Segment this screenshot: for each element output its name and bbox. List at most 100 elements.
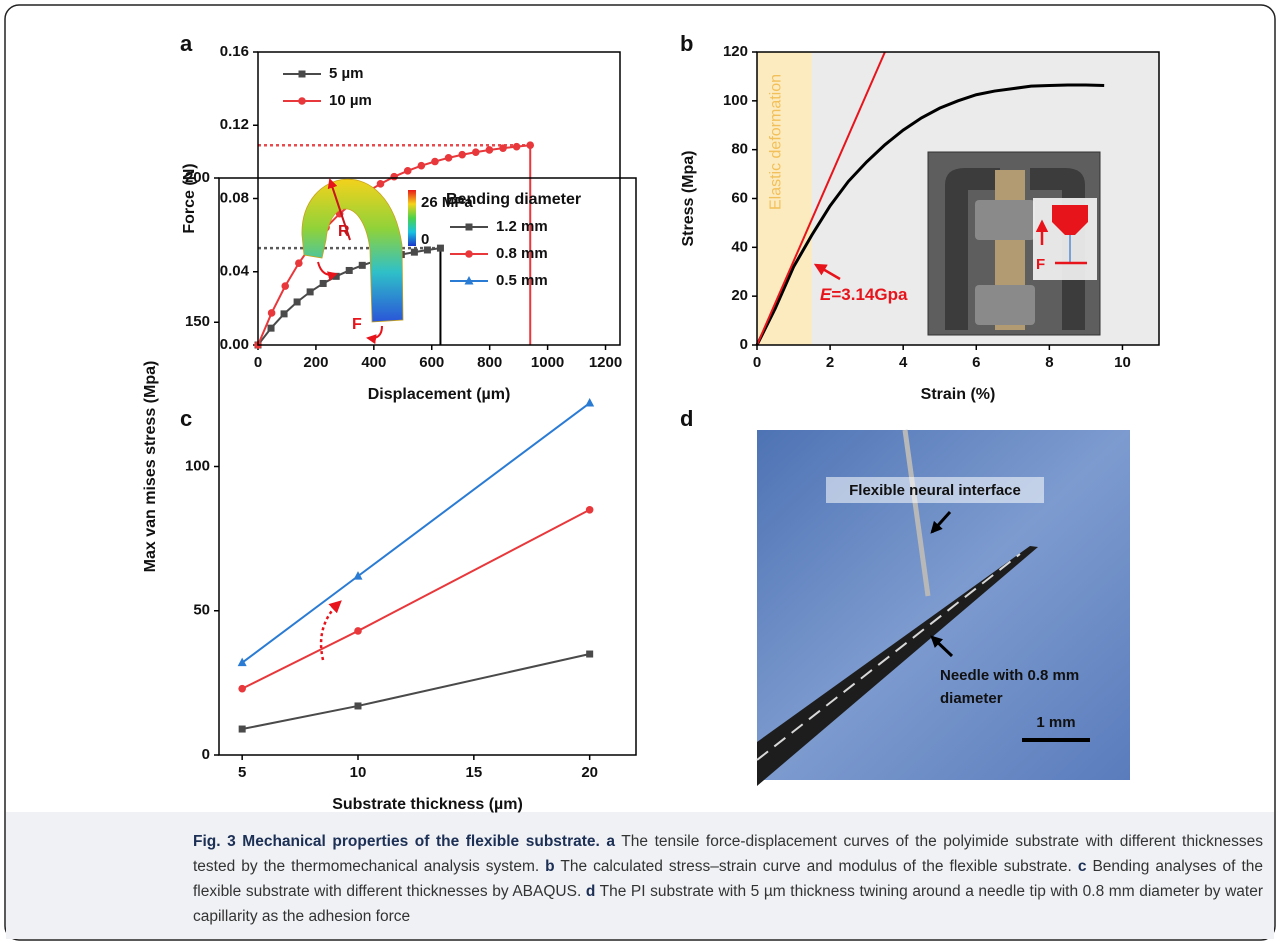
marker (238, 725, 246, 733)
bending-inset: R F 26 MPa 0 (301, 178, 473, 661)
marker (306, 288, 314, 296)
shaded-region (757, 52, 812, 345)
series-line (241, 653, 590, 731)
y-tick-label: 100 (723, 92, 748, 109)
plot-frame (257, 51, 621, 346)
marker (499, 144, 507, 152)
moment-arrow (317, 261, 338, 282)
grip (975, 200, 1035, 240)
y-axis-label: Force (N) (181, 163, 198, 233)
x-tick-label: 4 (899, 354, 908, 371)
marker (465, 223, 473, 231)
series-line (257, 247, 441, 346)
clamp (945, 168, 1000, 330)
y-axis-label: Stress (Mpa) (680, 150, 697, 246)
series-line (755, 83, 1105, 346)
needle (757, 546, 1038, 786)
x-tick-label: 1000 (531, 354, 564, 371)
x-tick-label: 10 (350, 764, 367, 781)
x-tick-label: 2 (826, 354, 834, 371)
tensile-inset: F (927, 151, 1101, 336)
grip (975, 285, 1035, 325)
x-axis-label: Displacement (µm) (368, 386, 511, 403)
y-tick-label: 0 (740, 336, 748, 353)
label-background (826, 477, 1044, 503)
needle-photo: Flexible neural interface Needle with 0.… (756, 429, 1130, 786)
marker (436, 244, 444, 252)
x-tick-label: 5 (238, 764, 246, 781)
marker (471, 148, 480, 156)
series-line (241, 508, 591, 690)
marker (485, 146, 494, 154)
y-tick-label: 100 (185, 457, 210, 474)
y-tick-label: 0.04 (220, 263, 250, 280)
panel-label: a (180, 31, 193, 56)
x-tick-label: 0 (254, 354, 262, 371)
caption-text: The calculated stress–strain curve and m… (560, 858, 1072, 875)
x-axis-label: Strain (%) (921, 386, 996, 403)
panel-label: d (680, 406, 693, 431)
panel-label: b (680, 31, 693, 56)
marker (237, 657, 247, 667)
legend-title: Bending diameter (446, 191, 581, 208)
scale-bar-label: 1 mm (1036, 714, 1075, 731)
y-tick-label: 0.12 (220, 116, 249, 133)
panel-label: c (180, 406, 192, 431)
caption-label: a (606, 833, 616, 850)
marker (345, 266, 353, 274)
moment-arrow (366, 325, 383, 345)
needle-highlight (756, 553, 1021, 761)
marker (417, 161, 426, 170)
x-tick-label: 15 (465, 764, 482, 781)
modulus-symbol: E (820, 285, 832, 304)
caption: Fig. 3 Mechanical properties of the flex… (193, 829, 1263, 929)
marker (298, 70, 306, 78)
marker (444, 154, 453, 162)
marker (585, 398, 595, 407)
colorbar-min: 0 (421, 231, 429, 248)
marker (354, 702, 362, 710)
force-label: F (352, 316, 362, 333)
marker (512, 142, 521, 151)
pointer-arrow (930, 510, 952, 534)
marker (431, 157, 439, 166)
marker (376, 180, 385, 188)
marker (238, 684, 246, 693)
marker (295, 259, 303, 267)
marker (390, 172, 398, 181)
y-tick-label: 150 (185, 313, 210, 330)
x-tick-label: 600 (419, 354, 444, 371)
x-tick-label: 8 (1045, 354, 1053, 371)
marker (585, 505, 594, 514)
modulus-value: =3.14Gpa (831, 285, 908, 304)
marker (358, 261, 366, 269)
y-tick-label: 120 (723, 43, 748, 60)
y-tick-label: 60 (731, 189, 748, 206)
caption-text: Bending analyses of the flexible substra… (193, 858, 1263, 900)
y-tick-label: 40 (731, 238, 748, 255)
marker (267, 309, 276, 317)
x-tick-label: 0 (753, 354, 761, 371)
force-label: F (1036, 256, 1045, 273)
caption-label: d (585, 883, 596, 900)
caption-title: Fig. 3 Mechanical properties of the flex… (193, 833, 600, 850)
legend-label: 0.8 mm (496, 245, 548, 262)
x-tick-label: 10 (1114, 354, 1131, 371)
marker (465, 250, 473, 258)
arch (301, 178, 404, 323)
marker (280, 310, 288, 318)
plot-frame (218, 177, 637, 756)
y-tick-label: 50 (193, 602, 210, 619)
figure-border (4, 4, 1276, 941)
legend-label: 10 µm (329, 92, 372, 109)
y-tick-label: 0.16 (220, 43, 249, 60)
modulus-annotation: E=3.14Gpa (820, 285, 908, 304)
wire-label: Flexible neural interface (849, 482, 1021, 499)
series-line (756, 51, 886, 346)
y-tick-label: 0 (202, 746, 210, 763)
x-tick-label: 400 (361, 354, 386, 371)
marker (423, 246, 431, 254)
caption-text: The tensile force-displacement curves of… (193, 833, 1263, 875)
inset-pointer (319, 600, 342, 661)
